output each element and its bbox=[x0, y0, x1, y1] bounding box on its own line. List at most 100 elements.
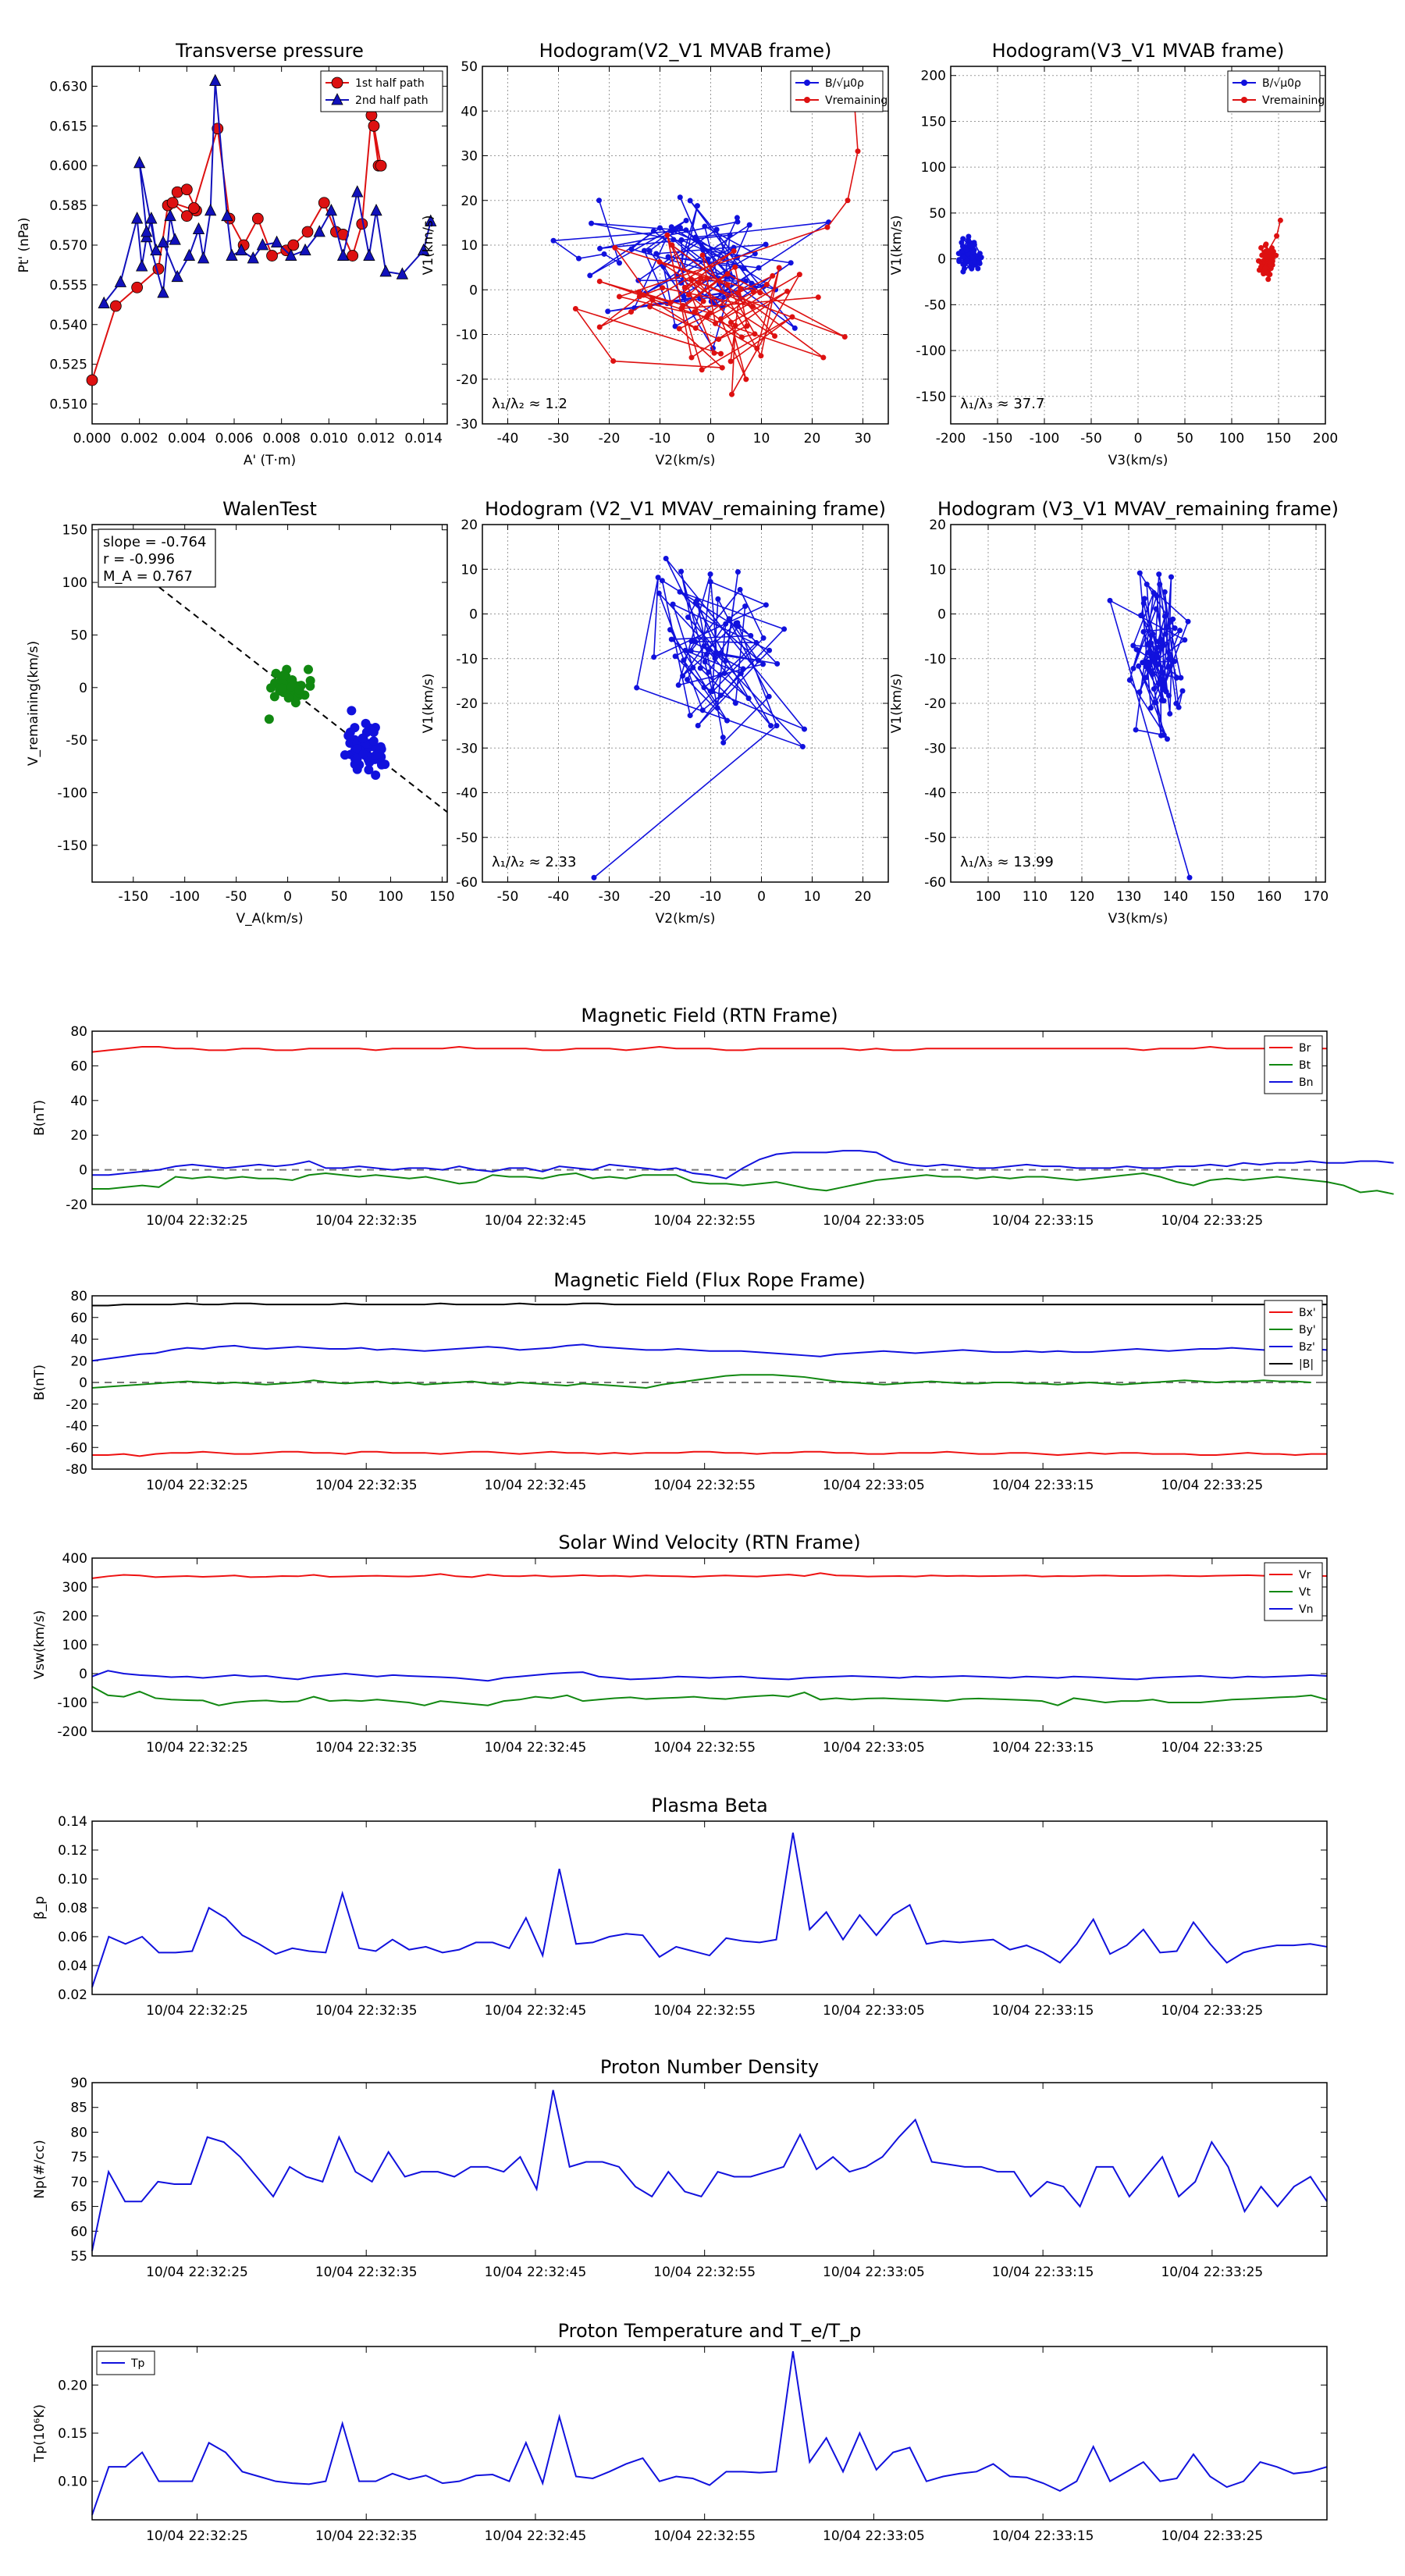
h12-point bbox=[670, 237, 677, 243]
h12r-point bbox=[692, 639, 699, 645]
h13r-point bbox=[1165, 656, 1172, 662]
h12-point bbox=[700, 298, 706, 304]
h13-point bbox=[1255, 258, 1261, 264]
h12-point bbox=[719, 365, 725, 371]
walen-title: WalenTest bbox=[222, 498, 317, 520]
h12-ytick-label: 20 bbox=[461, 194, 478, 209]
h12r-point bbox=[668, 636, 674, 642]
h13r-ytick-label: -10 bbox=[924, 652, 946, 667]
pt-point bbox=[368, 119, 380, 132]
h12-point bbox=[660, 285, 666, 291]
walen-point bbox=[376, 760, 386, 770]
h12r-point bbox=[766, 693, 772, 699]
brtn-xtick-label: 10/04 22:32:25 bbox=[146, 1213, 248, 1229]
bfr-legend-label: Bz' bbox=[1299, 1341, 1315, 1354]
h12r-point bbox=[801, 726, 807, 732]
h12-point bbox=[641, 247, 647, 254]
h12-xtick-label: -30 bbox=[548, 431, 570, 447]
h13r-point bbox=[1161, 682, 1167, 688]
pt-point bbox=[379, 265, 392, 277]
pt-ylabel: Pt' (nPa) bbox=[16, 218, 32, 273]
h12r-ytick-label: -40 bbox=[456, 786, 478, 802]
h13-xlabel: V3(km/s) bbox=[1108, 453, 1168, 468]
h12-point bbox=[706, 310, 713, 316]
h12r-point bbox=[701, 685, 707, 691]
h13-point bbox=[964, 258, 970, 264]
h13-title: Hodogram(V3_V1 MVAB frame) bbox=[992, 40, 1285, 62]
beta-xtick-label: 10/04 22:33:25 bbox=[1161, 2003, 1263, 2019]
h13-point bbox=[960, 236, 966, 242]
h12r-point bbox=[735, 620, 741, 626]
h13r-xtick-label: 140 bbox=[1163, 889, 1188, 905]
np-xtick-label: 10/04 22:32:55 bbox=[653, 2265, 756, 2280]
pt-point bbox=[114, 275, 127, 287]
brtn-series-Bt bbox=[92, 1172, 1394, 1195]
h12-point bbox=[628, 246, 635, 252]
walen-point bbox=[286, 681, 297, 692]
h12r-point bbox=[715, 596, 721, 602]
walen-axes: -150 -100 -50 0 50 100 150 -150 -100 -50 0 50 100 150… bbox=[26, 498, 455, 927]
h12-xtick-label: 0 bbox=[706, 431, 715, 447]
pt-point bbox=[136, 259, 148, 272]
pt-point bbox=[363, 248, 375, 261]
h12r-point bbox=[726, 616, 732, 622]
h12r-point bbox=[702, 659, 708, 665]
vsw-xtick-label: 10/04 22:33:15 bbox=[992, 1740, 1094, 1756]
h12-point bbox=[669, 242, 675, 248]
h12-point bbox=[700, 247, 706, 253]
walen-point bbox=[373, 749, 383, 759]
h12-point bbox=[789, 314, 795, 320]
bfr-ytick-label: -80 bbox=[66, 1462, 87, 1478]
h12r-frame bbox=[482, 524, 889, 883]
h12r-point bbox=[742, 603, 749, 610]
walen-xtick-label: -50 bbox=[226, 889, 247, 905]
vsw-ylabel: Vsw(km/s) bbox=[32, 1610, 48, 1680]
walen-annotation: M_A = 0.767 bbox=[103, 568, 193, 585]
h12r-point bbox=[721, 670, 727, 676]
h12-point bbox=[681, 284, 688, 290]
np-xtick-label: 10/04 22:32:25 bbox=[146, 2265, 248, 2280]
h12-xtick-label: -10 bbox=[649, 431, 671, 447]
pt-frame bbox=[91, 66, 448, 425]
h13r-axes: 100 110 120 130 140 150 160 170-60-50-40-30-20-… bbox=[889, 498, 1339, 927]
h13r-point bbox=[1173, 700, 1179, 706]
np-xtick-label: 10/04 22:33:05 bbox=[823, 2265, 925, 2280]
h12r-ytick-label: 10 bbox=[461, 562, 478, 578]
h12r-point bbox=[682, 647, 688, 653]
h12r-point bbox=[763, 602, 769, 608]
h12r-xtick-label: 20 bbox=[855, 889, 872, 905]
np-axes: 55 60 65 70 75 80 85 90 10/04 22:32:25 10/04 22:3… bbox=[32, 2056, 1328, 2280]
h13r-ytick-label: -40 bbox=[924, 786, 946, 802]
h12-point bbox=[749, 280, 755, 286]
pt-xtick-label: 0.004 bbox=[168, 431, 206, 447]
h12-point bbox=[692, 309, 698, 315]
h12r-point bbox=[740, 666, 746, 672]
h12r-point bbox=[634, 685, 640, 691]
tp-xtick-label: 10/04 22:32:45 bbox=[485, 2528, 587, 2544]
h12-point bbox=[776, 265, 782, 271]
h12-point bbox=[750, 303, 756, 309]
h12-point bbox=[636, 294, 642, 300]
beta-xtick-label: 10/04 22:33:05 bbox=[823, 2003, 925, 2019]
beta-xtick-label: 10/04 22:32:55 bbox=[653, 2003, 756, 2019]
h13r-point bbox=[1146, 667, 1152, 674]
pt-point bbox=[188, 202, 200, 214]
bfr-legend-label: Bx' bbox=[1299, 1307, 1316, 1319]
beta-axes: 0.02 0.04 0.06 0.08 0.10 0.12 0.14 10/04 22:32:… bbox=[32, 1795, 1328, 2019]
h12-point bbox=[845, 197, 851, 204]
h13r-point bbox=[1153, 606, 1159, 612]
h12r-point bbox=[723, 657, 729, 664]
h12r-point bbox=[745, 696, 752, 702]
h13-ytick-label: -150 bbox=[916, 390, 946, 405]
pt-point bbox=[130, 212, 144, 224]
h13-point bbox=[978, 254, 984, 261]
pt-point bbox=[347, 250, 359, 262]
h12-point bbox=[713, 320, 719, 326]
h12-point bbox=[703, 314, 710, 320]
pt-point bbox=[256, 238, 269, 251]
np-ytick-label: 60 bbox=[70, 2224, 87, 2240]
tp-xtick-label: 10/04 22:32:25 bbox=[146, 2528, 248, 2544]
vsw-title: Solar Wind Velocity (RTN Frame) bbox=[558, 1532, 860, 1553]
h12r-point bbox=[685, 614, 692, 621]
